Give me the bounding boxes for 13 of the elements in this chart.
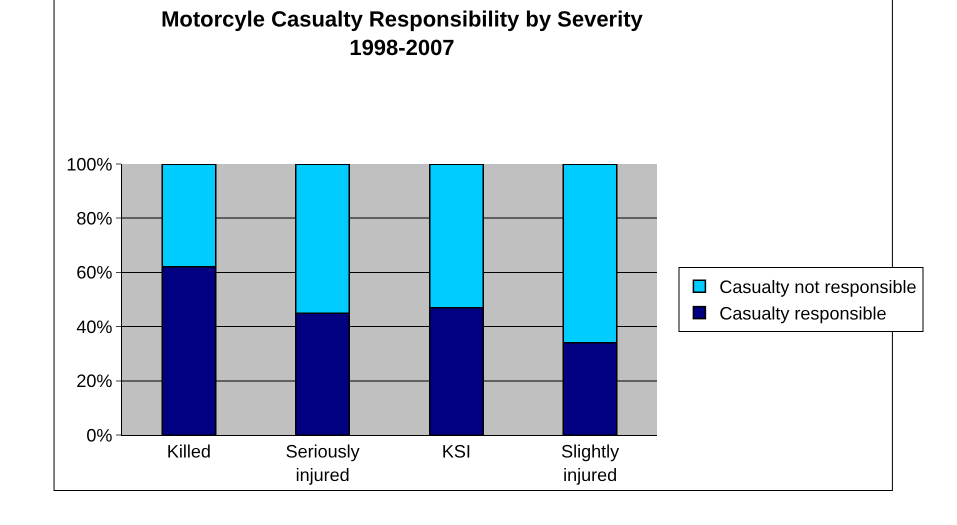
- y-tick-label: 40%: [76, 316, 112, 337]
- x-tick-label: Slightly injured: [561, 442, 620, 485]
- legend-label: Casualty not responsible: [719, 277, 917, 298]
- chart-title: Motorcyle Casualty Responsibility by Severity 1998-2007: [161, 6, 644, 60]
- y-tick-label: 60%: [76, 262, 112, 283]
- x-tick-label: Killed: [166, 442, 211, 462]
- y-tick-label: 100%: [66, 154, 112, 174]
- y-tick-label: 20%: [76, 371, 112, 392]
- x-tick-label: Seriously injured: [286, 442, 360, 485]
- y-tick-label: 80%: [76, 208, 112, 228]
- y-tick-label: 0%: [86, 425, 112, 446]
- legend-label: Casualty responsible: [719, 304, 886, 324]
- x-tick-label: KSI: [442, 442, 471, 462]
